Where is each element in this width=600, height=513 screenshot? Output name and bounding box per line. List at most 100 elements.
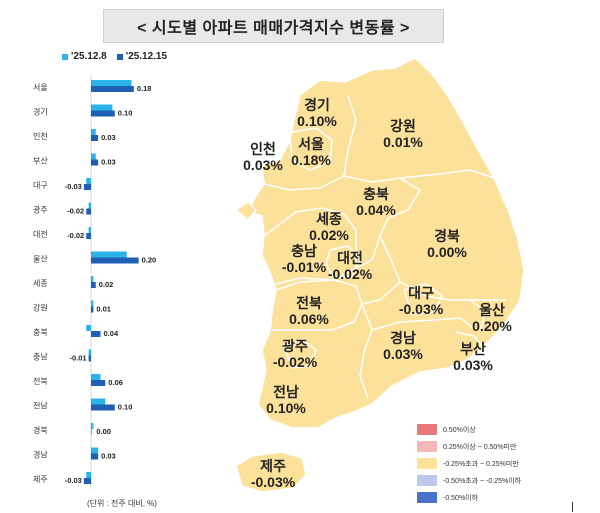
- bar-category-label: 대구: [33, 181, 48, 190]
- map-legend-row: -0.50%이하: [417, 489, 521, 506]
- bar-legend: '25.12.8 '25.12.15: [62, 51, 177, 62]
- bar-series-1: [91, 300, 94, 307]
- text-cursor: [572, 502, 573, 512]
- bar-series-1: [91, 80, 132, 86]
- bar-category-label: 대전: [33, 229, 48, 239]
- region-value: -0.03%: [250, 474, 296, 490]
- map-mainland: [246, 57, 525, 429]
- bar-value-label: -0.02: [67, 231, 84, 240]
- map-incheon-island: [234, 201, 258, 222]
- legend-swatch-series-2: [116, 53, 123, 60]
- bar-value-label: 0.10: [118, 403, 133, 412]
- bar-category-label: 경북: [33, 425, 48, 435]
- bar-category-label: 광주: [33, 205, 48, 215]
- bar-category-label: 서울: [33, 83, 48, 92]
- map-legend-row: -0.25%초과 ~ 0.25%미만: [417, 455, 521, 472]
- region-name: 대구: [408, 285, 434, 301]
- bar-value-label: -0.03: [65, 182, 82, 191]
- bar-category-label: 제주: [33, 475, 48, 484]
- region-value: 0.06%: [289, 311, 329, 327]
- region-value: 0.03%: [243, 157, 283, 173]
- map-border-jeonnam: [359, 303, 373, 399]
- map-jeju: [235, 451, 307, 493]
- bar-series-1: [91, 374, 101, 380]
- region-name: 전북: [296, 295, 322, 311]
- map-label-gwangju: 광주 -0.02%: [273, 338, 317, 370]
- bar-series-2: [91, 110, 115, 117]
- map-border-chungbuk: [343, 175, 422, 269]
- bar-category-label: 강원: [33, 303, 48, 313]
- bar-value-label: 0.03: [101, 158, 116, 167]
- bar-series-1: [91, 104, 113, 111]
- map-label-busan: 부산 0.03%: [453, 341, 493, 373]
- bar-series-2: [91, 453, 99, 460]
- bar-series-1: [91, 447, 99, 454]
- map-border-gyeongnam: [371, 317, 477, 331]
- chart-title: < 시도별 아파트 매매가격지수 변동률 >: [103, 9, 444, 43]
- bar-value-label: 0.20: [142, 256, 157, 265]
- map-legend-label: -0.25%초과 ~ 0.25%미만: [443, 460, 519, 468]
- map-border-ulsan: [469, 299, 487, 331]
- bar-value-label: 0.04: [104, 329, 119, 338]
- map-label-gyeonggi: 경기 0.10%: [297, 97, 337, 129]
- bar-series-2: [91, 86, 134, 92]
- bar-series-1: [91, 153, 96, 160]
- bar-series-1: [91, 423, 94, 429]
- map-legend-row: 0.50%이상: [417, 421, 521, 438]
- bar-value-label: -0.02: [67, 207, 84, 216]
- bar-series-2: [91, 159, 99, 166]
- map-border-daegu: [403, 283, 443, 315]
- bar-series-1: [91, 129, 96, 135]
- bar-value-label: 0.10: [118, 109, 133, 118]
- bar-value-label: 0.18: [137, 84, 152, 93]
- bar-value-label: -0.01: [70, 354, 87, 363]
- region-value: 0.10%: [297, 113, 337, 129]
- region-name: 경기: [304, 97, 330, 113]
- bar-category-label: 경기: [33, 107, 48, 117]
- bar-category-label: 충북: [33, 328, 48, 337]
- map-legend-row: 0.25%이상 ~ 0.50%미만: [417, 438, 521, 455]
- map-legend-swatch: [417, 475, 437, 486]
- bar-series-2: [91, 331, 101, 337]
- bar-series-1: [88, 202, 91, 209]
- map-border-chungnam: [263, 207, 357, 285]
- region-value: 0.20%: [472, 318, 512, 334]
- map-label-incheon: 인천 0.03%: [243, 141, 283, 173]
- bar-series-1: [86, 325, 91, 331]
- bar-series-2: [86, 233, 91, 239]
- bar-category-label: 부산: [33, 156, 48, 166]
- bar-category-label: 전남: [33, 401, 48, 411]
- region-value: 0.02%: [309, 227, 349, 243]
- bar-series-2: [91, 380, 106, 386]
- region-value: -0.02%: [272, 354, 318, 370]
- bar-series-2: [83, 184, 91, 190]
- map-border-gangwon-south: [399, 169, 495, 179]
- region-name: 강원: [390, 118, 416, 134]
- region-value: -0.01%: [281, 259, 327, 275]
- bar-value-label: 0.03: [101, 133, 116, 142]
- map-label-ulsan: 울산 0.20%: [472, 302, 512, 334]
- map-legend: 0.50%이상 0.25%이상 ~ 0.50%미만 -0.25%초과 ~ 0.2…: [417, 421, 521, 506]
- bar-series-2: [88, 355, 91, 362]
- map-label-chungbuk: 충북 0.04%: [356, 186, 396, 218]
- map-border-seoul-gyeonggi: [289, 127, 333, 171]
- bar-series-2: [91, 429, 92, 435]
- legend-label-series-2: '25.12.15: [125, 51, 168, 62]
- bar-value-label: 0.00: [96, 427, 111, 436]
- bar-category-label: 충남: [33, 353, 48, 362]
- map-border-busan: [455, 331, 485, 349]
- map-label-chungnam: 충남 -0.01%: [282, 243, 326, 275]
- map-legend-label: -0.50%초과 ~ -0.25%이하: [443, 477, 522, 485]
- region-name: 충북: [363, 186, 389, 202]
- bar-value-label: 0.01: [96, 305, 111, 314]
- bar-category-label: 울산: [33, 254, 48, 264]
- region-name: 전남: [273, 384, 299, 400]
- map-legend-label: 0.50%이상: [443, 426, 476, 434]
- legend-label-series-1: '25.12.8: [71, 51, 107, 62]
- legend-item-series-2: '25.12.15: [116, 51, 168, 62]
- legend-item-series-1: '25.12.8: [62, 51, 107, 62]
- region-name: 서울: [298, 136, 324, 152]
- map-legend-swatch: [417, 424, 437, 435]
